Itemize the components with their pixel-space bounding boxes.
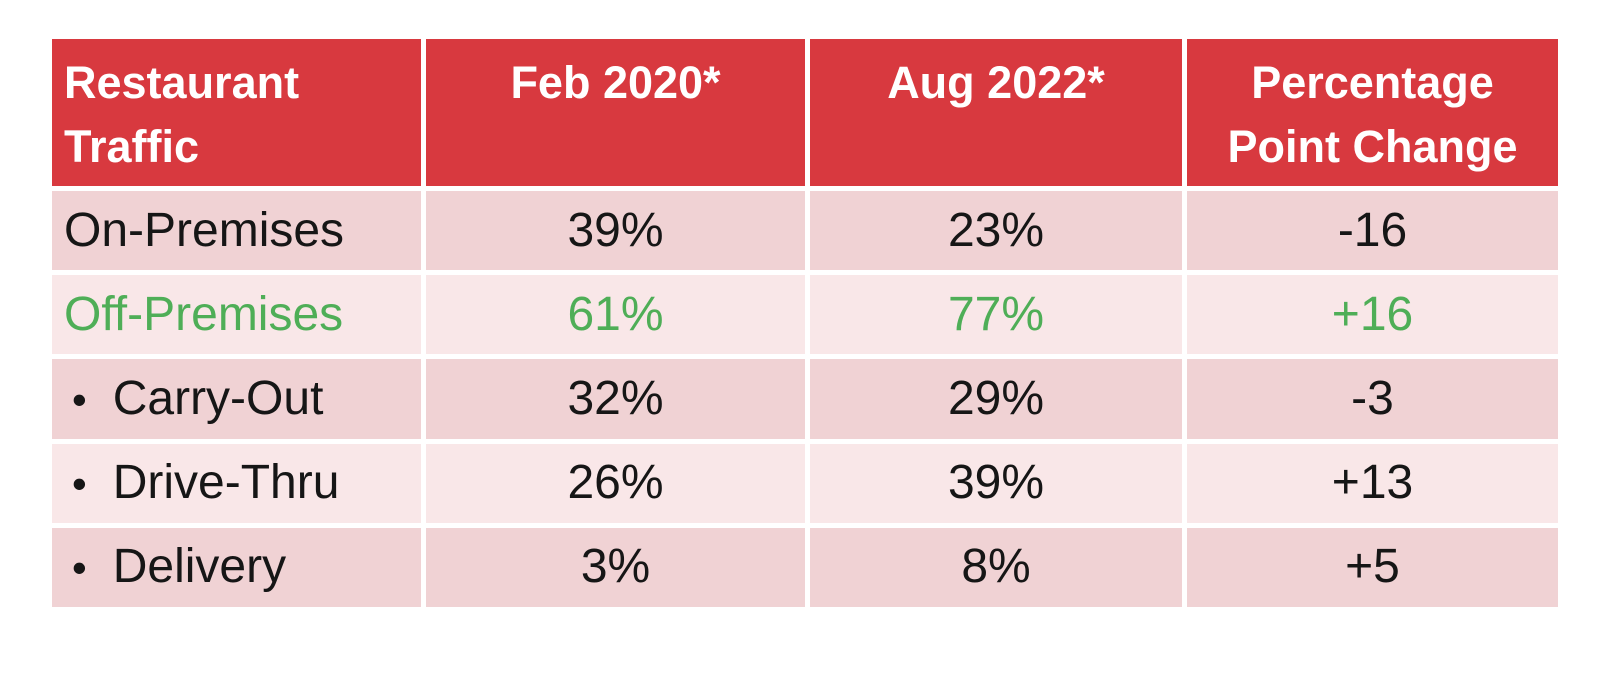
row-label: Off-Premises xyxy=(64,287,344,341)
cell-pp-change: +16 xyxy=(1182,270,1563,360)
cell-aug-2022: 77% xyxy=(805,270,1187,360)
cell-row-label: Off-Premises xyxy=(47,270,426,360)
cell-feb-2020: 61% xyxy=(421,270,810,360)
cell-aug-2022: 29% xyxy=(805,354,1187,444)
cell-pp-change: -16 xyxy=(1182,185,1563,276)
cell-pp-change: +5 xyxy=(1182,522,1563,613)
header-feb-2020: Feb 2020* xyxy=(421,34,810,191)
row-label: Delivery xyxy=(112,540,287,594)
cell-pp-change: -3 xyxy=(1182,354,1563,444)
bullet-icon: • xyxy=(72,375,87,423)
header-restaurant-traffic: Restaurant Traffic xyxy=(47,34,426,191)
cell-aug-2022: 23% xyxy=(805,185,1187,276)
table-body: On-Premises 39% 23% -16 Off-Premises 61% 77% +1… xyxy=(47,185,1563,613)
header-percentage-point-change: Percentage Point Change xyxy=(1182,34,1563,191)
table-row: • Delivery 3% 8% +5 xyxy=(47,522,1563,613)
cell-feb-2020: 3% xyxy=(421,522,810,613)
cell-aug-2022: 39% xyxy=(805,438,1187,528)
header-aug-2022: Aug 2022* xyxy=(805,34,1187,191)
bullet-icon: • xyxy=(72,544,87,592)
cell-row-label: • Carry-Out xyxy=(47,354,426,444)
restaurant-traffic-table: Restaurant Traffic Feb 2020* Aug 2022* P… xyxy=(47,34,1563,613)
table-header-row: Restaurant Traffic Feb 2020* Aug 2022* P… xyxy=(47,34,1563,191)
cell-row-label: • Delivery xyxy=(47,522,426,613)
table-header: Restaurant Traffic Feb 2020* Aug 2022* P… xyxy=(47,34,1563,191)
table-row: • Carry-Out 32% 29% -3 xyxy=(47,354,1563,444)
cell-feb-2020: 32% xyxy=(421,354,810,444)
cell-row-label: On-Premises xyxy=(47,185,426,276)
table-row: Off-Premises 61% 77% +16 xyxy=(47,270,1563,360)
bullet-icon: • xyxy=(72,460,87,508)
row-label: On-Premises xyxy=(64,203,345,257)
cell-row-label: • Drive-Thru xyxy=(47,438,426,528)
cell-aug-2022: 8% xyxy=(805,522,1187,613)
table-row: On-Premises 39% 23% -16 xyxy=(47,185,1563,276)
cell-feb-2020: 26% xyxy=(421,438,810,528)
table-row: • Drive-Thru 26% 39% +13 xyxy=(47,438,1563,528)
row-label: Carry-Out xyxy=(112,371,324,425)
cell-feb-2020: 39% xyxy=(421,185,810,276)
row-label: Drive-Thru xyxy=(112,456,340,510)
cell-pp-change: +13 xyxy=(1182,438,1563,528)
